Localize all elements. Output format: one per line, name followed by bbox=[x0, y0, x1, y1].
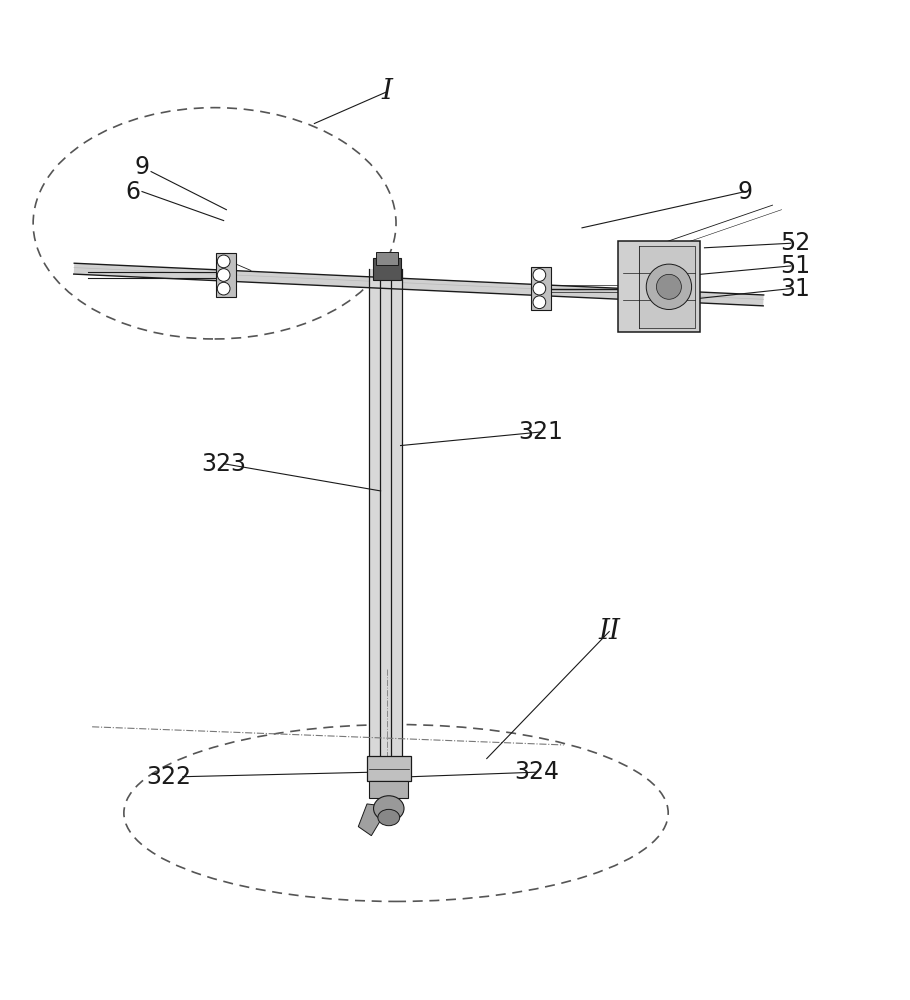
Circle shape bbox=[217, 269, 230, 281]
Bar bbox=[618, 241, 700, 332]
Text: 322: 322 bbox=[147, 765, 192, 789]
Circle shape bbox=[533, 296, 546, 309]
Text: 6: 6 bbox=[126, 180, 140, 204]
Text: 324: 324 bbox=[514, 760, 559, 784]
Bar bbox=[376, 252, 398, 265]
Bar bbox=[367, 756, 410, 781]
Text: II: II bbox=[598, 618, 621, 645]
Bar bbox=[216, 253, 236, 297]
Ellipse shape bbox=[378, 809, 399, 826]
Text: 323: 323 bbox=[201, 452, 247, 476]
Text: I: I bbox=[381, 78, 392, 105]
Polygon shape bbox=[359, 804, 389, 836]
Bar bbox=[369, 781, 409, 798]
Text: 321: 321 bbox=[519, 420, 563, 444]
Text: 52: 52 bbox=[780, 231, 810, 255]
Circle shape bbox=[646, 264, 692, 309]
Text: 51: 51 bbox=[780, 254, 810, 278]
Circle shape bbox=[533, 282, 546, 295]
Bar bbox=[531, 267, 551, 310]
Ellipse shape bbox=[373, 796, 404, 821]
Circle shape bbox=[217, 255, 230, 268]
Bar bbox=[369, 269, 402, 759]
Circle shape bbox=[217, 282, 230, 295]
Polygon shape bbox=[74, 263, 763, 306]
Circle shape bbox=[533, 269, 546, 281]
Bar bbox=[373, 258, 400, 280]
Text: 9: 9 bbox=[738, 180, 753, 204]
Text: 9: 9 bbox=[135, 155, 149, 179]
Text: 31: 31 bbox=[780, 277, 810, 301]
Circle shape bbox=[656, 274, 682, 299]
Polygon shape bbox=[639, 246, 695, 328]
